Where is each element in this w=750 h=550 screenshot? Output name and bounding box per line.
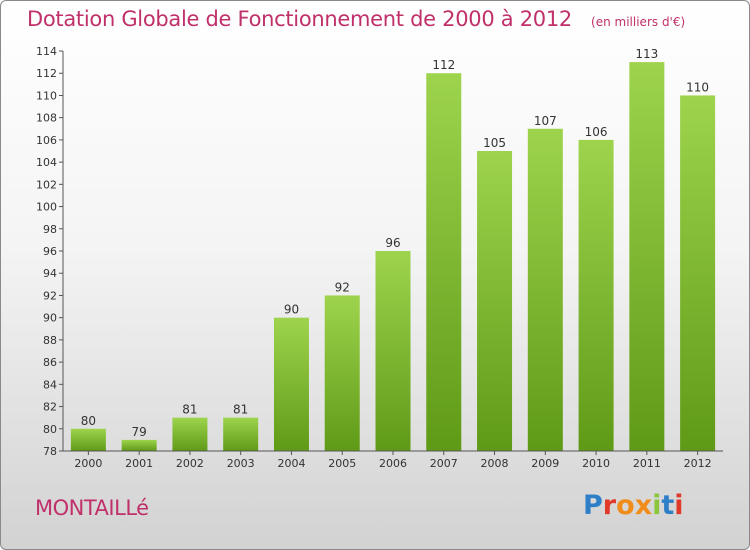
y-tick-label: 114 — [36, 45, 57, 58]
title-row: Dotation Globale de Fonctionnement de 20… — [27, 7, 685, 31]
logo-letter: i — [674, 490, 684, 521]
x-tick-label: 2003 — [227, 457, 255, 470]
data-label: 110 — [686, 80, 709, 94]
y-tick-label: 88 — [43, 334, 57, 347]
bar — [477, 151, 513, 451]
data-label: 96 — [385, 236, 400, 250]
data-label: 79 — [132, 425, 147, 439]
data-label: 107 — [534, 114, 557, 128]
y-tick-label: 92 — [43, 289, 57, 302]
data-label: 81 — [182, 403, 197, 417]
y-tick-label: 112 — [36, 67, 57, 80]
bar — [629, 62, 665, 451]
bar — [680, 95, 716, 451]
x-tick-label: 2001 — [125, 457, 153, 470]
data-label: 80 — [81, 414, 96, 428]
bar — [527, 128, 563, 451]
x-tick-label: 2011 — [633, 457, 661, 470]
x-tick-label: 2008 — [481, 457, 509, 470]
bar — [426, 73, 462, 451]
logo-letter: x — [634, 490, 653, 521]
bar — [121, 439, 157, 451]
y-tick-label: 82 — [43, 401, 57, 414]
y-tick-label: 84 — [43, 378, 57, 391]
y-tick-label: 94 — [43, 267, 57, 280]
bar — [375, 251, 411, 451]
x-tick-label: 2004 — [277, 457, 305, 470]
data-label: 92 — [335, 280, 350, 294]
bar — [172, 417, 208, 451]
y-tick-label: 104 — [36, 156, 57, 169]
commune-name: MONTAILLé — [35, 496, 149, 520]
y-tick-label: 96 — [43, 245, 57, 258]
proxiti-logo[interactable]: Proxiti — [583, 490, 684, 521]
bar — [223, 417, 259, 451]
x-tick-label: 2000 — [74, 457, 102, 470]
x-tick-label: 2005 — [328, 457, 356, 470]
x-tick-label: 2009 — [531, 457, 559, 470]
y-tick-label: 110 — [36, 89, 57, 102]
bar — [273, 317, 309, 451]
x-tick-label: 2010 — [582, 457, 610, 470]
y-tick-label: 100 — [36, 201, 57, 214]
x-tick-label: 2006 — [379, 457, 407, 470]
x-tick-label: 2002 — [176, 457, 204, 470]
x-tick-label: 2007 — [430, 457, 458, 470]
bar — [324, 295, 360, 451]
y-tick-label: 102 — [36, 178, 57, 191]
y-tick-label: 86 — [43, 356, 57, 369]
data-label: 112 — [432, 58, 455, 72]
y-tick-label: 108 — [36, 112, 57, 125]
logo-letter: o — [616, 490, 635, 521]
data-label: 105 — [483, 136, 506, 150]
y-tick-label: 80 — [43, 423, 57, 436]
data-label: 106 — [585, 125, 608, 139]
logo-letter: t — [661, 490, 675, 521]
data-label: 113 — [635, 47, 658, 61]
logo-letter: r — [602, 490, 617, 521]
data-label: 90 — [284, 303, 299, 317]
bar — [70, 428, 106, 451]
logo-letter: i — [652, 490, 662, 521]
y-tick-label: 90 — [43, 312, 57, 325]
chart-subtitle: (en milliers d'€) — [591, 15, 686, 29]
data-label: 81 — [233, 403, 248, 417]
x-tick-label: 2012 — [684, 457, 712, 470]
y-tick-label: 78 — [43, 445, 57, 458]
logo-letter: P — [583, 490, 603, 521]
y-tick-label: 106 — [36, 134, 57, 147]
y-tick-label: 98 — [43, 223, 57, 236]
bar — [578, 139, 614, 451]
chart-title: Dotation Globale de Fonctionnement de 20… — [27, 7, 572, 31]
